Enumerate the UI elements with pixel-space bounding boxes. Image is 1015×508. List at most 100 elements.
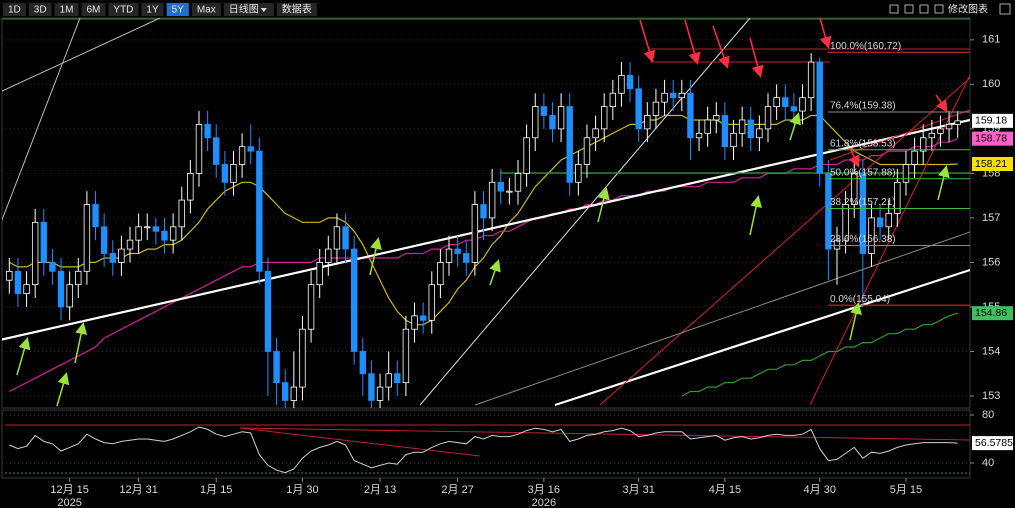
candle-body [49, 262, 56, 272]
toolbar-button-label[interactable]: 日线图 [229, 3, 259, 16]
toolbar-button-label[interactable]: 1D [8, 5, 21, 16]
candle-body [368, 373, 375, 401]
toolbar-button[interactable] [3, 3, 26, 16]
toolbar-button-label[interactable]: 3D [34, 5, 47, 16]
candle-body [954, 120, 961, 125]
x-tick-label: 12月 15 [50, 484, 89, 496]
toolbar-button-label[interactable]: 6M [87, 5, 101, 16]
candle-body [721, 115, 729, 148]
toolbar-button[interactable] [191, 3, 221, 16]
candle-body [454, 248, 461, 254]
toolbar-icon[interactable] [889, 4, 899, 14]
candle-body [592, 128, 599, 139]
candle-body [920, 137, 927, 152]
green-arrow [489, 259, 501, 286]
green-arrow [369, 237, 382, 276]
candle-body [290, 386, 298, 401]
toolbar-button[interactable] [28, 3, 52, 16]
candle-body [851, 172, 858, 205]
fib-label: 23.6%(156.38) [830, 234, 896, 245]
fib-label: 100.0%(160.72) [830, 41, 901, 52]
candle-body [635, 88, 642, 130]
candle-body [256, 150, 263, 272]
price-tag [972, 436, 1013, 451]
toolbar-button-label[interactable]: 1Y [146, 5, 159, 16]
candle-body [833, 239, 841, 250]
green-arrow [937, 165, 950, 201]
toolbar-icon[interactable] [934, 4, 944, 14]
candle-body [221, 164, 229, 183]
candle-body [626, 75, 634, 90]
toolbar-button[interactable] [223, 3, 274, 16]
candle-body [213, 137, 220, 165]
red-arrow [712, 25, 730, 69]
candle-body [730, 132, 737, 148]
toolbar-button[interactable] [54, 3, 79, 16]
candle-body [445, 248, 453, 263]
x-year-label: 2026 [532, 497, 556, 508]
price-tag [972, 131, 1013, 146]
x-tick-label: 1月 15 [200, 484, 232, 496]
candle-body [790, 106, 798, 112]
green-arrow [849, 302, 862, 341]
candle-body [264, 270, 272, 352]
fib-label: 50.0%(157.88) [830, 167, 896, 178]
candle-body [652, 101, 660, 116]
toolbar-right-label[interactable]: 修改图表 [948, 3, 988, 16]
candle-body [419, 315, 427, 321]
toolbar-button[interactable] [108, 3, 139, 16]
red-arrow [684, 19, 701, 65]
toolbar-button-label[interactable]: 数据表 [282, 3, 312, 16]
toolbar-button[interactable] [141, 3, 164, 16]
price-tag-label: 159.18 [975, 115, 1007, 127]
toolbar-icon[interactable] [999, 3, 1011, 15]
trend-line [474, 231, 970, 406]
candle-body [816, 61, 823, 174]
candle-body [144, 226, 151, 229]
candle-body [135, 226, 142, 241]
candle-body [480, 204, 487, 219]
candle-body [23, 284, 30, 294]
rsi-plot [2, 414, 970, 474]
candle-body [738, 119, 746, 134]
candle-body [540, 106, 548, 116]
candle-body [161, 230, 168, 241]
candle-body [100, 226, 108, 254]
y-tick-label: 154 [982, 345, 1000, 357]
x-tick-label: 1月 30 [286, 484, 318, 496]
candle-body [273, 351, 280, 384]
candle-body [126, 239, 134, 250]
candle-body [902, 164, 910, 183]
x-tick-label: 4月 30 [804, 484, 836, 496]
candle-body [204, 124, 211, 139]
toolbar-button-label[interactable]: 1M [60, 5, 74, 16]
x-year-label: 2025 [57, 497, 81, 508]
toolbar-button[interactable] [81, 3, 106, 16]
toolbar-button-label[interactable]: 5Y [172, 5, 185, 16]
green-arrow [56, 372, 70, 407]
trend-line [2, 18, 81, 222]
candle-body [661, 92, 668, 103]
candle-body [75, 270, 82, 286]
toolbar-button-label[interactable]: YTD [113, 5, 133, 16]
green-arrow [749, 195, 762, 236]
x-tick-label: 2月 27 [441, 484, 473, 496]
toolbar-icon[interactable] [919, 4, 929, 14]
fib-label: 0.0%(155.04) [830, 294, 890, 305]
candle-body [247, 146, 254, 152]
toolbar-button-label[interactable]: Max [197, 5, 216, 16]
candle-body [799, 97, 806, 112]
x-tick-label: 5月 15 [890, 484, 922, 496]
candle-body [601, 106, 608, 130]
toolbar-button[interactable] [276, 3, 317, 16]
candle-body [868, 217, 875, 254]
trend-line [239, 427, 481, 457]
toolbar-icon[interactable] [904, 4, 914, 14]
toolbar-button[interactable] [166, 3, 189, 16]
candle-body [859, 172, 867, 254]
candle-body [945, 124, 953, 130]
candle-body [307, 284, 315, 330]
candle-body [463, 253, 470, 263]
price-tag [972, 157, 1013, 172]
